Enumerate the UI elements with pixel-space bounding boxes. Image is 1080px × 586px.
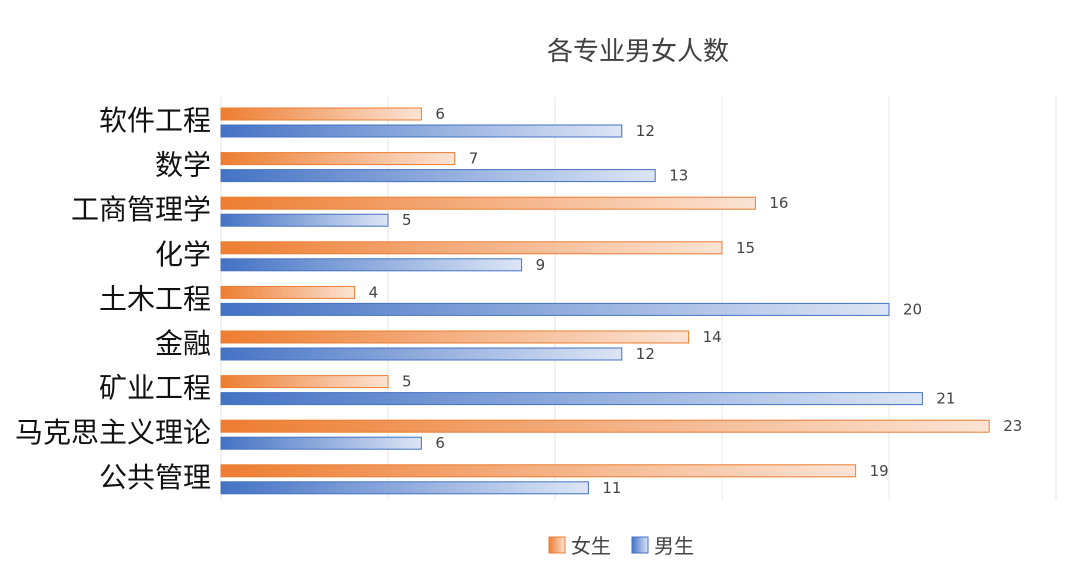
bar-male bbox=[220, 302, 890, 316]
bar-female bbox=[220, 464, 857, 478]
legend-swatch-male bbox=[631, 536, 649, 554]
bar-male bbox=[220, 392, 923, 406]
data-label: 9 bbox=[536, 256, 546, 274]
bar-female bbox=[220, 285, 356, 299]
bar-female bbox=[220, 107, 422, 121]
data-label: 13 bbox=[669, 167, 688, 185]
legend: 女生 男生 bbox=[548, 534, 694, 558]
data-label: 5 bbox=[402, 373, 412, 391]
category-label: 数学 bbox=[155, 149, 211, 182]
legend-label-male: 男生 bbox=[654, 534, 694, 558]
bars bbox=[220, 107, 990, 495]
data-label: 12 bbox=[636, 345, 655, 363]
bar-male bbox=[220, 481, 589, 495]
data-label: 6 bbox=[435, 105, 445, 123]
data-label: 16 bbox=[769, 194, 788, 212]
category-label: 工商管理学 bbox=[71, 193, 211, 226]
data-label: 6 bbox=[435, 434, 445, 452]
chart-title: 各专业男女人数 bbox=[547, 37, 729, 67]
data-label: 12 bbox=[636, 122, 655, 140]
data-label: 14 bbox=[703, 328, 722, 346]
bar-female bbox=[220, 375, 389, 389]
bar-female bbox=[220, 196, 756, 210]
data-label: 20 bbox=[903, 300, 922, 318]
legend-swatch-female bbox=[548, 536, 566, 554]
bar-male bbox=[220, 169, 656, 183]
category-label: 矿业工程 bbox=[99, 372, 211, 405]
category-label: 马克思主义理论 bbox=[15, 416, 211, 449]
data-label: 19 bbox=[870, 462, 889, 480]
category-label: 土木工程 bbox=[99, 282, 211, 315]
bar-female bbox=[220, 152, 456, 166]
bar-female bbox=[220, 330, 690, 344]
category-label: 软件工程 bbox=[99, 104, 211, 137]
category-label: 公共管理 bbox=[99, 461, 211, 494]
category-label: 金融 bbox=[155, 327, 211, 360]
data-label: 5 bbox=[402, 211, 412, 229]
legend-label-female: 女生 bbox=[571, 534, 611, 558]
data-label: 21 bbox=[936, 390, 955, 408]
bar-female bbox=[220, 241, 723, 255]
data-label: 23 bbox=[1003, 417, 1022, 435]
data-labels: 6 12 7 13 16 5 15 9 4 20 14 12 5 21 23 6 19 11 bbox=[369, 105, 1023, 497]
bar-female bbox=[220, 419, 990, 433]
bar-male bbox=[220, 436, 422, 450]
bar-male bbox=[220, 213, 389, 227]
bar-male bbox=[220, 347, 623, 361]
bar-male bbox=[220, 258, 523, 272]
data-label: 7 bbox=[469, 150, 479, 168]
data-label: 11 bbox=[602, 479, 621, 497]
category-label: 化学 bbox=[155, 238, 211, 271]
data-label: 4 bbox=[369, 283, 379, 301]
data-label: 15 bbox=[736, 239, 755, 257]
bar-male bbox=[220, 124, 623, 138]
